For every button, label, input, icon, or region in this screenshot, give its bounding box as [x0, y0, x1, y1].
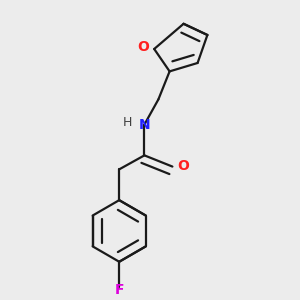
Text: O: O: [138, 40, 149, 54]
Text: N: N: [139, 118, 151, 132]
Text: H: H: [123, 116, 132, 129]
Text: O: O: [178, 159, 190, 173]
Text: F: F: [115, 283, 124, 297]
